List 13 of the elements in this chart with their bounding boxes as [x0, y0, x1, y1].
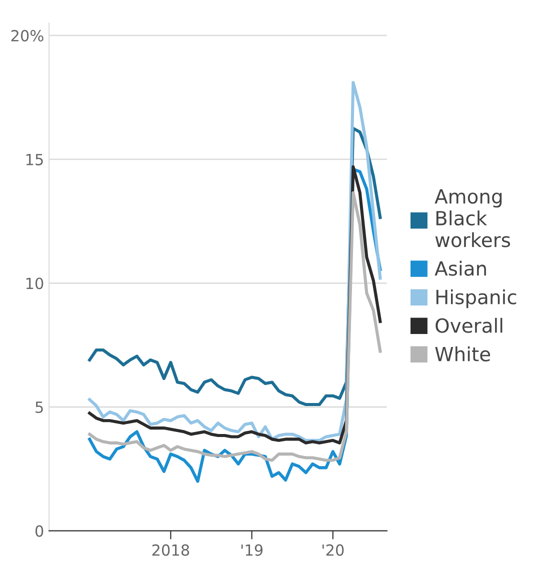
y-tick-label: 10	[26, 278, 44, 290]
x-tick-label: 2018	[152, 544, 190, 556]
legend-label: Overall	[436, 318, 502, 333]
legend-label: Asian	[434, 260, 486, 276]
legend-label: Hispanic	[436, 289, 516, 308]
legend-label: Among Black workers	[434, 189, 510, 248]
legend-label: White	[435, 346, 490, 362]
x-tick-label: '19	[241, 544, 263, 556]
y-tick-label: 0	[35, 525, 44, 537]
x-tick-label: '20	[322, 544, 344, 556]
y-tick-label: 5	[36, 402, 43, 414]
y-tick-label: 15	[26, 154, 43, 166]
y-tick-label: 20%	[11, 30, 44, 42]
